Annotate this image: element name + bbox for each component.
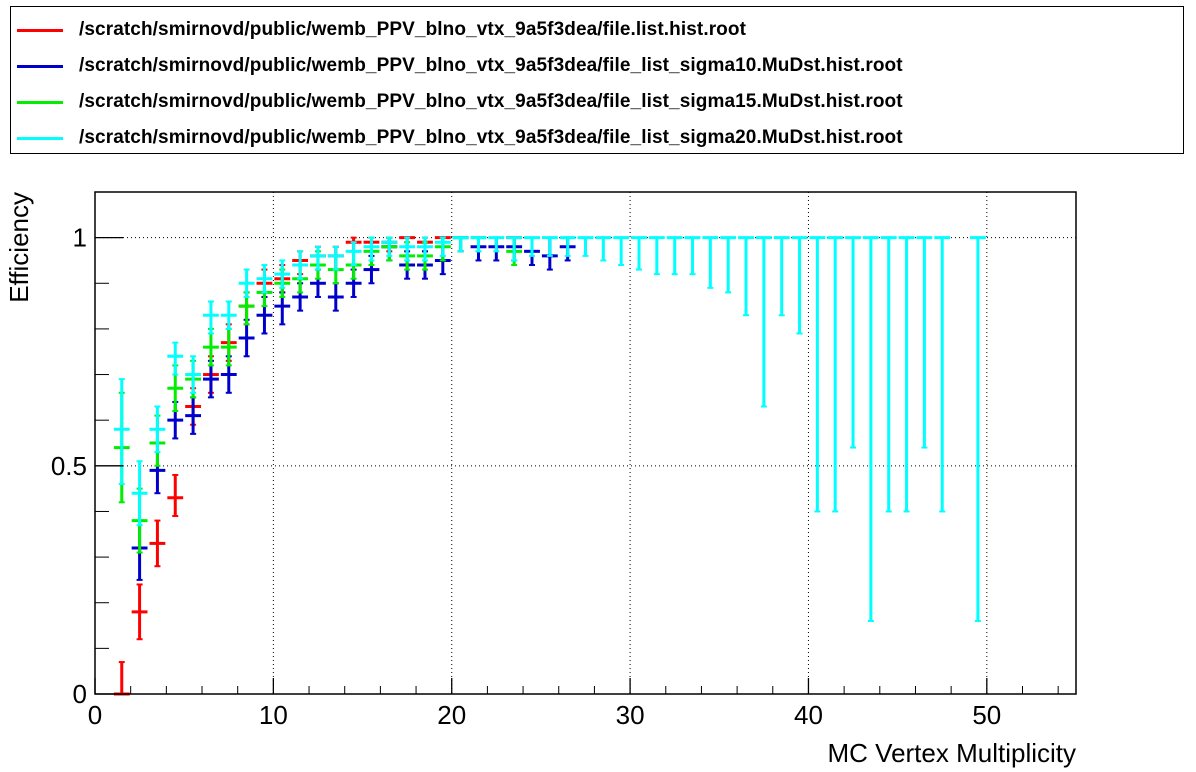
legend-entry-0: /scratch/smirnovd/public/wemb_PPV_blno_v… xyxy=(11,15,1181,45)
axis-ticks: 0 10 20 30 40 50 0 0.5 1 xyxy=(51,191,1059,730)
y-tick-label: 1 xyxy=(73,223,87,253)
x-axis-label: MC Vertex Multiplicity xyxy=(828,738,1077,768)
series-1 xyxy=(131,236,576,581)
legend-label-0: /scratch/smirnovd/public/wemb_PPV_blno_v… xyxy=(79,19,747,40)
grid xyxy=(95,192,1076,694)
legend: /scratch/smirnovd/public/wemb_PPV_blno_v… xyxy=(10,6,1184,154)
x-tick-label: 50 xyxy=(972,700,1001,730)
plot-frame xyxy=(94,191,1077,695)
legend-entry-1: /scratch/smirnovd/public/wemb_PPV_blno_v… xyxy=(11,51,1181,81)
x-tick-label: 20 xyxy=(437,700,466,730)
y-axis-label: Efficiency xyxy=(4,192,34,303)
legend-entry-3: /scratch/smirnovd/public/wemb_PPV_blno_v… xyxy=(11,123,1181,153)
legend-label-1: /scratch/smirnovd/public/wemb_PPV_blno_v… xyxy=(79,55,903,76)
legend-swatch-red xyxy=(17,29,63,32)
legend-swatch-cyan xyxy=(17,137,63,140)
y-tick-label: 0.5 xyxy=(51,451,87,481)
x-tick-label: 0 xyxy=(88,700,102,730)
data-series xyxy=(113,236,986,696)
legend-swatch-blue xyxy=(17,65,63,68)
x-tick-label: 10 xyxy=(259,700,288,730)
legend-entry-2: /scratch/smirnovd/public/wemb_PPV_blno_v… xyxy=(11,87,1181,117)
x-tick-label: 40 xyxy=(794,700,823,730)
legend-label-3: /scratch/smirnovd/public/wemb_PPV_blno_v… xyxy=(79,127,903,148)
legend-swatch-green xyxy=(17,101,63,104)
legend-label-2: /scratch/smirnovd/public/wemb_PPV_blno_v… xyxy=(79,91,903,112)
y-tick-label: 0 xyxy=(73,679,87,709)
x-tick-label: 30 xyxy=(616,700,645,730)
series-3 xyxy=(113,236,986,622)
